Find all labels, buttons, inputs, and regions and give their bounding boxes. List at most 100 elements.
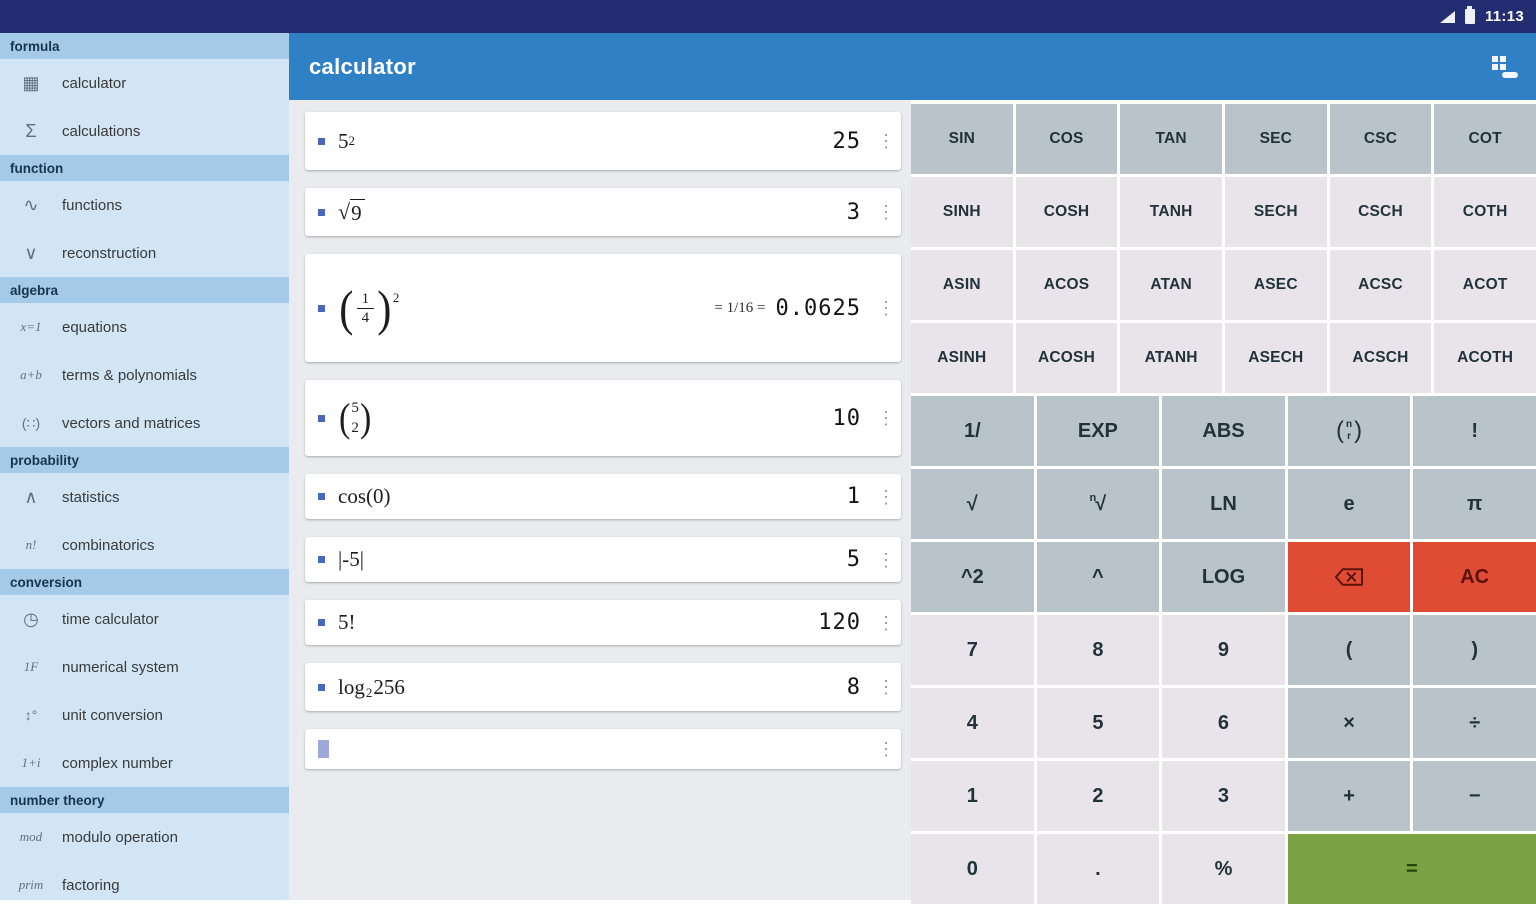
key-sec[interactable]: SEC: [1224, 104, 1327, 174]
key-square[interactable]: ^2: [911, 542, 1034, 612]
key-backspace[interactable]: [1287, 542, 1411, 612]
sidebar-item-unit-conversion[interactable]: ↕° unit conversion: [0, 691, 289, 739]
key-sqrt[interactable]: √: [911, 469, 1034, 539]
sidebar-item-modulo-operation[interactable]: mod modulo operation: [0, 813, 289, 861]
key-exp[interactable]: EXP: [1036, 396, 1160, 466]
entry-menu-icon[interactable]: ⋮: [877, 677, 895, 697]
key-7[interactable]: 7: [911, 615, 1034, 685]
key-cosh[interactable]: COSH: [1015, 177, 1118, 247]
key-5[interactable]: 5: [1036, 688, 1160, 758]
key-3[interactable]: 3: [1162, 761, 1285, 831]
key-open-paren[interactable]: (: [1287, 615, 1411, 685]
sidebar-item-equations[interactable]: x=1 equations: [0, 303, 289, 351]
key-equals[interactable]: =: [1287, 834, 1536, 904]
key-0[interactable]: 0: [911, 834, 1034, 904]
key-sinh[interactable]: SINH: [911, 177, 1013, 247]
backspace-icon: [1335, 568, 1364, 586]
key-minus[interactable]: −: [1413, 761, 1536, 831]
key-tan[interactable]: TAN: [1120, 104, 1222, 174]
history-item-log[interactable]: log 2 256 8 ⋮: [305, 663, 901, 711]
key-abs[interactable]: ABS: [1162, 396, 1285, 466]
history-item-factorial[interactable]: 5! 120 ⋮: [305, 600, 901, 645]
key-acosh[interactable]: ACOSH: [1015, 323, 1118, 393]
key-csch[interactable]: CSCH: [1329, 177, 1432, 247]
key-cot[interactable]: COT: [1434, 104, 1536, 174]
trig-key-grid: SIN COS TAN SEC CSC COT SINH COSH TANH S…: [911, 104, 1536, 393]
history-item-abs[interactable]: |-5| 5 ⋮: [305, 537, 901, 582]
app-bar: calculator: [289, 33, 1536, 100]
sidebar-item-reconstruction[interactable]: ∨ reconstruction: [0, 229, 289, 277]
key-acoth[interactable]: ACOTH: [1434, 323, 1536, 393]
key-acot[interactable]: ACOT: [1434, 250, 1536, 320]
sidebar-item-vectors-matrices[interactable]: (∷) vectors and matrices: [0, 399, 289, 447]
key-multiply[interactable]: ×: [1287, 688, 1411, 758]
key-6[interactable]: 6: [1162, 688, 1285, 758]
key-2[interactable]: 2: [1036, 761, 1160, 831]
key-divide[interactable]: ÷: [1413, 688, 1536, 758]
key-ln[interactable]: LN: [1162, 469, 1285, 539]
signal-icon: [1439, 10, 1455, 23]
history-item-input[interactable]: ⋮: [305, 729, 901, 769]
key-cos[interactable]: COS: [1015, 104, 1118, 174]
key-tanh[interactable]: TANH: [1120, 177, 1222, 247]
entry-menu-icon[interactable]: ⋮: [877, 739, 895, 759]
key-acos[interactable]: ACOS: [1015, 250, 1118, 320]
key-sin[interactable]: SIN: [911, 104, 1013, 174]
key-nth-root[interactable]: n √: [1036, 469, 1160, 539]
key-dot[interactable]: .: [1036, 834, 1160, 904]
key-csc[interactable]: CSC: [1329, 104, 1432, 174]
key-close-paren[interactable]: ): [1413, 615, 1536, 685]
prime-icon: prim: [18, 877, 44, 892]
key-power[interactable]: ^: [1036, 542, 1160, 612]
key-4[interactable]: 4: [911, 688, 1034, 758]
entry-menu-icon[interactable]: ⋮: [877, 408, 895, 428]
key-ac[interactable]: AC: [1413, 542, 1536, 612]
sidebar-item-statistics[interactable]: ∧ statistics: [0, 473, 289, 521]
key-coth[interactable]: COTH: [1434, 177, 1536, 247]
sidebar-item-terms-polynomials[interactable]: a+b terms & polynomials: [0, 351, 289, 399]
key-reciprocal[interactable]: 1/: [911, 396, 1034, 466]
sidebar-section-function: function: [0, 155, 289, 181]
sidebar-item-numerical-system[interactable]: 1F numerical system: [0, 643, 289, 691]
sidebar-item-complex-number[interactable]: 1+i complex number: [0, 739, 289, 787]
key-e[interactable]: e: [1287, 469, 1411, 539]
key-8[interactable]: 8: [1036, 615, 1160, 685]
key-asec[interactable]: ASEC: [1224, 250, 1327, 320]
layout-switch-icon[interactable]: [1490, 54, 1520, 80]
entry-menu-icon[interactable]: ⋮: [877, 486, 895, 507]
history-item-sqrt[interactable]: √ 9 3 ⋮: [305, 188, 901, 236]
entry-menu-icon[interactable]: ⋮: [877, 612, 895, 633]
key-plus[interactable]: +: [1287, 761, 1411, 831]
sidebar-item-functions[interactable]: ∿ functions: [0, 181, 289, 229]
key-percent[interactable]: %: [1162, 834, 1285, 904]
sidebar-item-time-calculator[interactable]: ◷ time calculator: [0, 595, 289, 643]
key-factorial[interactable]: !: [1413, 396, 1536, 466]
sidebar-item-calculations[interactable]: Σ calculations: [0, 107, 289, 155]
entry-menu-icon[interactable]: ⋮: [877, 131, 895, 151]
key-asin[interactable]: ASIN: [911, 250, 1013, 320]
sidebar-item-factoring[interactable]: prim factoring: [0, 861, 289, 900]
key-1[interactable]: 1: [911, 761, 1034, 831]
key-atan[interactable]: ATAN: [1120, 250, 1222, 320]
key-atanh[interactable]: ATANH: [1120, 323, 1222, 393]
key-log[interactable]: LOG: [1162, 542, 1285, 612]
entry-menu-icon[interactable]: ⋮: [877, 298, 895, 318]
key-asinh[interactable]: ASINH: [911, 323, 1013, 393]
key-acsch[interactable]: ACSCH: [1329, 323, 1432, 393]
key-asech[interactable]: ASECH: [1224, 323, 1327, 393]
sidebar-item-calculator[interactable]: ▦ calculator: [0, 59, 289, 107]
history-item-cos[interactable]: cos(0) 1 ⋮: [305, 474, 901, 519]
key-pi[interactable]: π: [1413, 469, 1536, 539]
key-9[interactable]: 9: [1162, 615, 1285, 685]
sidebar-item-combinatorics[interactable]: n! combinatorics: [0, 521, 289, 569]
entry-menu-icon[interactable]: ⋮: [877, 202, 895, 222]
entry-menu-icon[interactable]: ⋮: [877, 549, 895, 570]
key-sech[interactable]: SECH: [1224, 177, 1327, 247]
key-acsc[interactable]: ACSC: [1329, 250, 1432, 320]
factorial-icon: n!: [25, 537, 37, 552]
